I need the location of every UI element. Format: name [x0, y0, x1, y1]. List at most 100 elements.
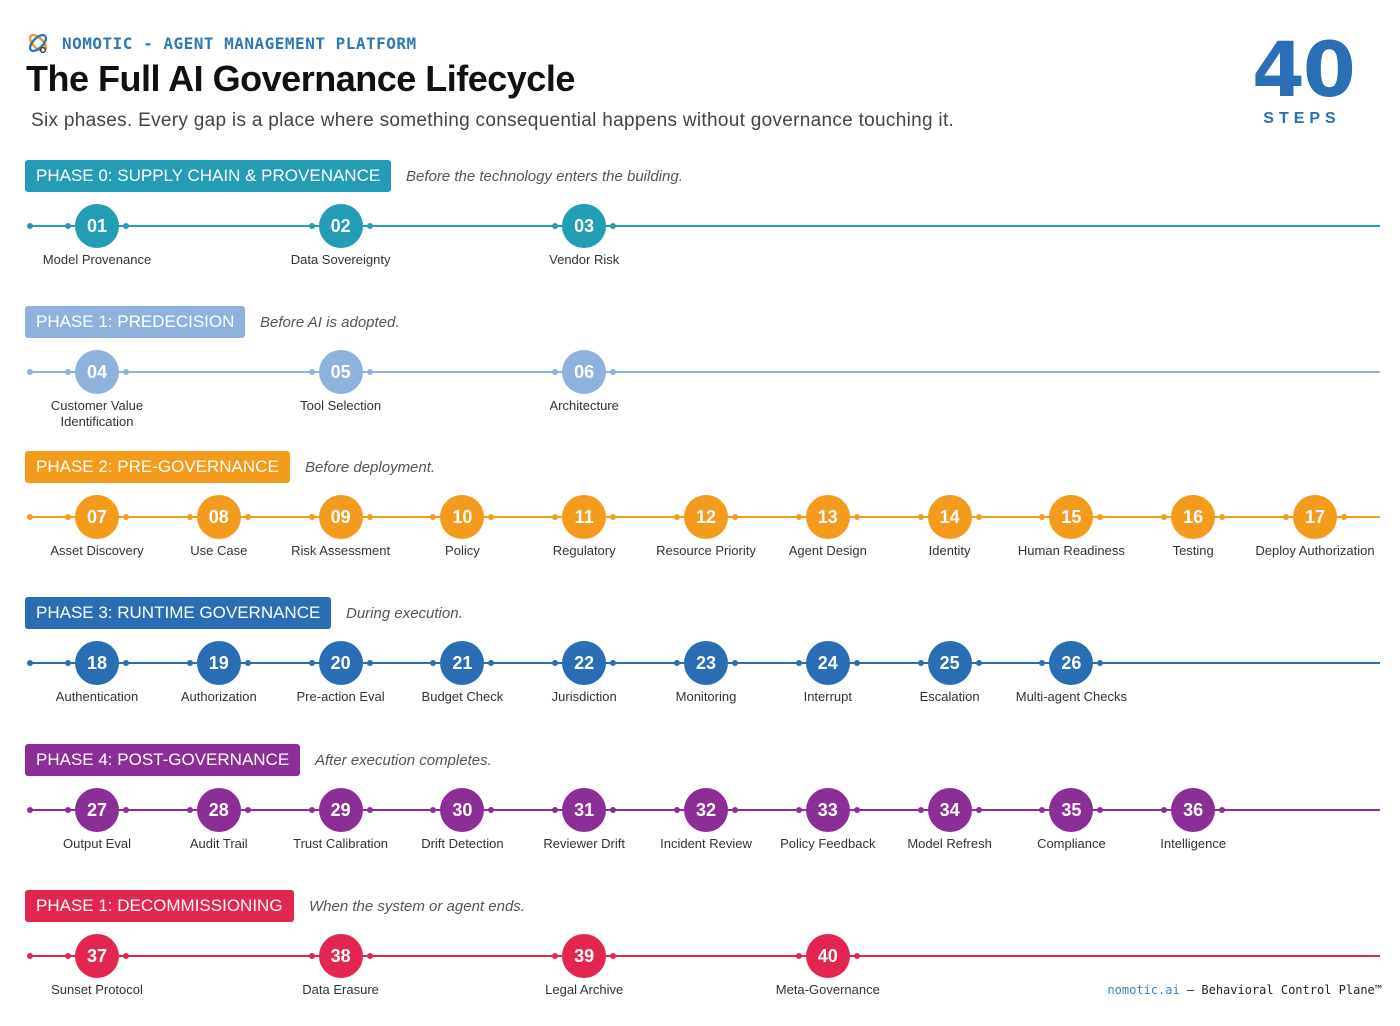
step-node-24[interactable]: 24 [805, 641, 850, 685]
timeline-dot [488, 660, 495, 666]
step-node-37[interactable]: 37 [75, 934, 119, 978]
step-node-40[interactable]: 40 [805, 934, 850, 978]
step-node-32[interactable]: 32 [684, 788, 728, 832]
timeline-dot [1039, 807, 1046, 813]
timeline-dot [610, 223, 617, 229]
timeline-dot [610, 660, 617, 666]
step-label: Trust Calibration [293, 836, 389, 851]
timeline-dot [366, 223, 373, 229]
timeline-dot [610, 369, 617, 375]
step-node-15[interactable]: 15 [1049, 495, 1094, 539]
step-node-34[interactable]: 34 [927, 788, 972, 832]
timeline-line [28, 225, 1380, 227]
step-node-14[interactable]: 14 [927, 495, 972, 539]
step-node-07[interactable]: 07 [75, 495, 119, 539]
timeline-dot [123, 223, 129, 229]
step-node-18[interactable]: 18 [75, 641, 119, 685]
timeline-dot [975, 807, 982, 813]
step-node-12[interactable]: 12 [684, 495, 728, 539]
step-node-23[interactable]: 23 [684, 641, 728, 685]
step-node-19[interactable]: 19 [196, 641, 241, 685]
step-node-31[interactable]: 31 [562, 788, 607, 832]
phase-badge: PHASE 0: SUPPLY CHAIN & PROVENANCE [25, 160, 392, 192]
step-label: Human Readiness [1017, 543, 1125, 558]
step-label: Intelligence [1160, 836, 1227, 851]
phase-tagline: Before AI is adopted. [260, 314, 400, 331]
timeline-dot [65, 807, 71, 813]
step-node-09[interactable]: 09 [318, 495, 363, 539]
step-node-29[interactable]: 29 [318, 788, 363, 832]
timeline-dot [674, 807, 680, 813]
step-node-26[interactable]: 26 [1049, 641, 1094, 685]
timeline-dot [308, 514, 315, 520]
timeline-dot [366, 514, 373, 520]
step-label: Reviewer Drift [543, 836, 625, 851]
step-label: Compliance [1037, 836, 1106, 851]
timeline-dot [674, 660, 680, 666]
step-label: Regulatory [552, 543, 616, 558]
phase-badge: PHASE 2: PRE-GOVERNANCE [25, 451, 290, 483]
timeline-dot [123, 807, 129, 813]
step-label: Meta-Governance [775, 982, 880, 997]
timeline-dot [552, 514, 559, 520]
step-node-11[interactable]: 11 [562, 495, 607, 539]
step-node-36[interactable]: 36 [1171, 788, 1216, 832]
step-node-04[interactable]: 04 [75, 350, 119, 394]
step-label: Deploy Authorization [1255, 543, 1375, 558]
step-node-02[interactable]: 02 [318, 204, 363, 248]
step-node-17[interactable]: 17 [1293, 495, 1337, 539]
step-node-28[interactable]: 28 [196, 788, 241, 832]
step-node-27[interactable]: 27 [75, 788, 119, 832]
step-label: Risk Assessment [291, 543, 391, 558]
timeline-dot [975, 660, 982, 666]
step-node-39[interactable]: 39 [562, 934, 607, 978]
phase-badge: PHASE 3: RUNTIME GOVERNANCE [25, 597, 332, 629]
step-node-08[interactable]: 08 [196, 495, 241, 539]
phase-tagline: Before deployment. [305, 459, 436, 476]
timeline-dot [27, 953, 33, 959]
timeline-dot [674, 514, 680, 520]
footer-text: — Behavioral Control Plane™ [1179, 983, 1382, 997]
step-node-35[interactable]: 35 [1049, 788, 1094, 832]
timeline-dot [795, 660, 802, 666]
timeline-dot [308, 369, 315, 375]
step-node-10[interactable]: 10 [440, 495, 485, 539]
timeline-dot [27, 223, 33, 229]
step-node-20[interactable]: 20 [318, 641, 363, 685]
step-node-13[interactable]: 13 [805, 495, 850, 539]
step-node-06[interactable]: 06 [562, 350, 607, 394]
step-node-38[interactable]: 38 [318, 934, 363, 978]
step-label: Agent Design [788, 543, 867, 558]
step-label: Authorization [180, 689, 257, 704]
timeline-dot [244, 660, 251, 666]
step-node-21[interactable]: 21 [440, 641, 485, 685]
timeline-dot [308, 953, 315, 959]
step-node-22[interactable]: 22 [562, 641, 607, 685]
step-node-16[interactable]: 16 [1171, 495, 1216, 539]
step-label: Tool Selection [300, 398, 382, 413]
timeline-dot [186, 660, 193, 666]
step-node-01[interactable]: 01 [75, 204, 119, 248]
timeline-dot [1039, 514, 1046, 520]
timeline-dot [1039, 660, 1046, 666]
phase-tagline: After execution completes. [315, 752, 492, 769]
phase-badge: PHASE 1: PREDECISION [25, 306, 246, 338]
step-label: Data Erasure [302, 982, 379, 997]
step-node-30[interactable]: 30 [440, 788, 485, 832]
timeline-dot [123, 369, 129, 375]
footer-site-link[interactable]: nomotic.ai [1107, 983, 1180, 997]
timeline-line [28, 955, 1380, 957]
footer: nomotic.ai — Behavioral Control Plane™ [1107, 983, 1382, 997]
step-node-33[interactable]: 33 [805, 788, 850, 832]
step-label: Authentication [55, 689, 139, 704]
step-node-25[interactable]: 25 [927, 641, 972, 685]
timeline-dot [795, 807, 802, 813]
step-node-03[interactable]: 03 [562, 204, 607, 248]
timeline-dot [1283, 514, 1289, 520]
step-label: Model Refresh [907, 836, 992, 851]
timeline-dot [430, 514, 437, 520]
timeline-dot [308, 223, 315, 229]
timeline-dot [430, 660, 437, 666]
step-label: Policy [445, 543, 480, 558]
step-node-05[interactable]: 05 [318, 350, 363, 394]
